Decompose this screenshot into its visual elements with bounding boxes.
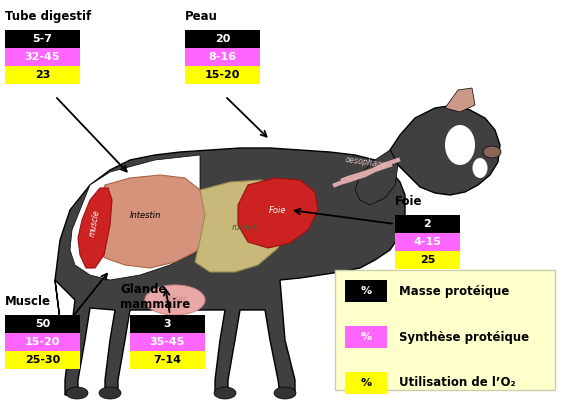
Bar [5, 351, 80, 369]
Polygon shape [92, 175, 210, 268]
Text: 15-20: 15-20 [25, 337, 60, 347]
Polygon shape [445, 88, 475, 112]
Ellipse shape [214, 387, 236, 399]
Text: Udder: Udder [164, 295, 187, 305]
Text: 15-20: 15-20 [205, 70, 240, 80]
Text: Glande
mammaire: Glande mammaire [120, 283, 190, 311]
Bar [395, 233, 460, 251]
Ellipse shape [99, 387, 121, 399]
Text: %: % [361, 286, 372, 296]
Bar [5, 48, 80, 66]
Polygon shape [238, 178, 318, 248]
Bar [395, 251, 460, 269]
Bar [395, 215, 460, 233]
Bar [5, 30, 80, 48]
Bar [345, 372, 387, 394]
Text: muscle: muscle [88, 208, 102, 237]
Text: 35-45: 35-45 [150, 337, 185, 347]
Ellipse shape [66, 387, 88, 399]
Text: 5-7: 5-7 [32, 34, 53, 44]
Text: 7-14: 7-14 [154, 355, 181, 365]
Text: Intestin: Intestin [129, 211, 161, 220]
Bar [345, 280, 387, 302]
Bar [185, 48, 260, 66]
Polygon shape [78, 188, 112, 268]
Text: Foie: Foie [269, 206, 287, 215]
Bar [5, 66, 80, 84]
Bar [5, 315, 80, 333]
Ellipse shape [472, 158, 487, 178]
Bar [185, 30, 260, 48]
Polygon shape [195, 180, 290, 272]
Bar [5, 333, 80, 351]
Text: 2: 2 [424, 219, 431, 229]
Text: %: % [361, 378, 372, 388]
Bar [130, 333, 205, 351]
Text: 4-15: 4-15 [414, 237, 442, 247]
Text: Tube digestif: Tube digestif [5, 10, 91, 23]
Ellipse shape [483, 146, 501, 158]
Text: Peau: Peau [185, 10, 218, 23]
Text: 25: 25 [420, 255, 435, 265]
Text: Utilisation de l’O₂: Utilisation de l’O₂ [399, 377, 516, 389]
Bar [130, 315, 205, 333]
Text: Masse protéique: Masse protéique [399, 284, 509, 297]
Ellipse shape [145, 285, 205, 315]
Text: Muscle: Muscle [5, 295, 51, 308]
Text: 32-45: 32-45 [25, 52, 60, 62]
Bar [335, 270, 555, 390]
Text: oesophage: oesophage [345, 155, 388, 170]
Polygon shape [70, 155, 200, 280]
Text: 23: 23 [35, 70, 50, 80]
Text: 50: 50 [35, 319, 50, 329]
Text: rumen: rumen [231, 223, 258, 232]
Bar [185, 66, 260, 84]
Text: %: % [361, 332, 372, 342]
Text: 25-30: 25-30 [25, 355, 60, 365]
Polygon shape [390, 105, 500, 195]
Ellipse shape [445, 125, 475, 165]
Bar [345, 326, 387, 348]
Text: Foie: Foie [395, 195, 423, 208]
Polygon shape [355, 150, 398, 205]
Ellipse shape [274, 387, 296, 399]
Text: 8-16: 8-16 [209, 52, 236, 62]
Text: Synthèse protéique: Synthèse protéique [399, 330, 529, 343]
Text: 3: 3 [164, 319, 171, 329]
Bar [130, 351, 205, 369]
Polygon shape [55, 148, 405, 395]
Text: 20: 20 [215, 34, 230, 44]
